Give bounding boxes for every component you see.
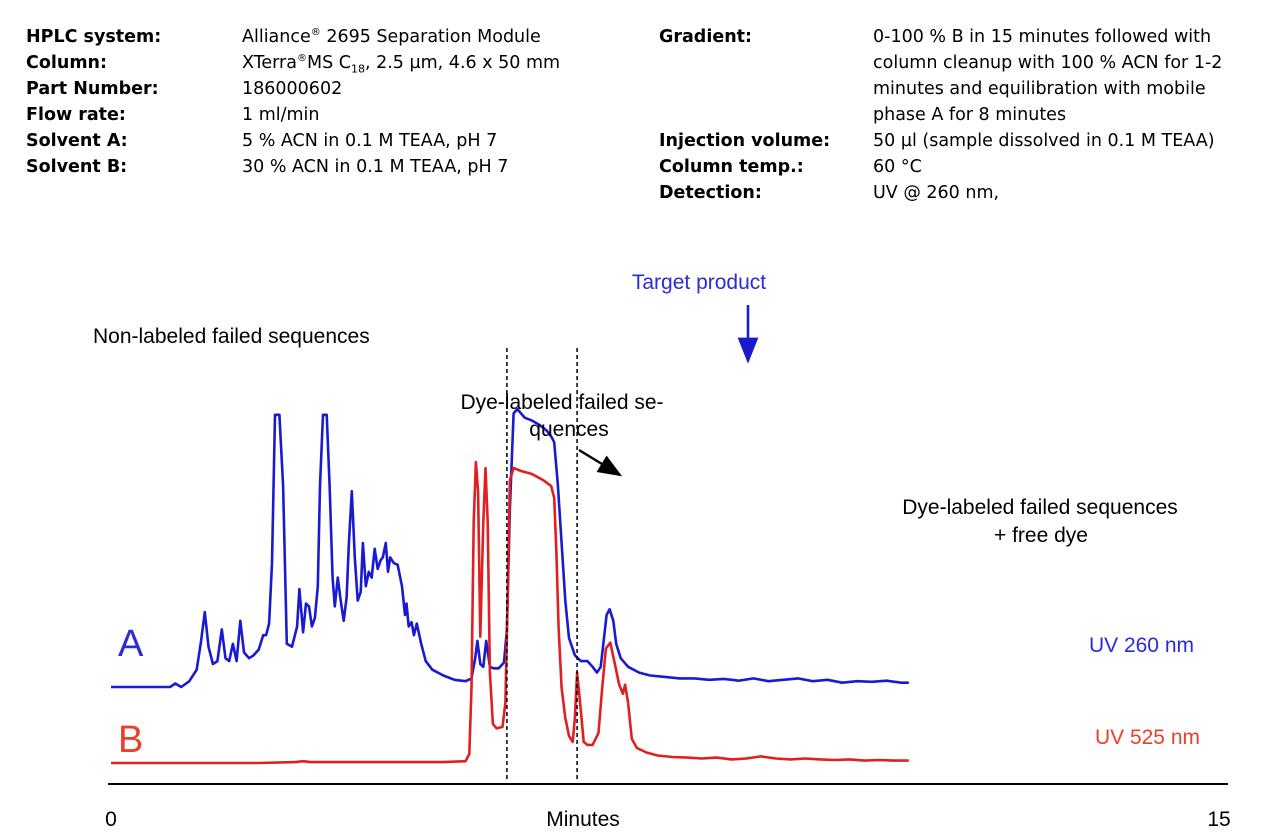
param-label: Flow rate: xyxy=(26,105,126,125)
series-label-uv-260: UV 260 nm xyxy=(1089,634,1194,657)
trace-label-b: B xyxy=(118,719,143,761)
param-value: 1 ml/min xyxy=(242,105,320,125)
method-parameters-left: HPLC system: Alliance® 2695 Separation M… xyxy=(26,24,626,180)
trace-label-a: A xyxy=(118,623,144,665)
param-label: Solvent B: xyxy=(26,157,128,177)
param-label: Column temp.: xyxy=(659,157,804,177)
param-label: Gradient: xyxy=(659,27,753,47)
annotation-dye-labeled-line2: quences xyxy=(529,418,608,441)
param-value: Alliance® 2695 Separation Module xyxy=(242,27,541,47)
param-row-part-number: Part Number: 186000602 xyxy=(26,76,626,102)
param-value: XTerra®MS C18, 2.5 µm, 4.6 x 50 mm xyxy=(242,53,561,76)
annotation-dye-labeled-line1: Dye-labeled failed se- xyxy=(460,391,663,414)
uv-525-trace xyxy=(111,460,909,765)
method-parameters-right: Gradient: 0-100 % B in 15 minutes follow… xyxy=(659,24,1269,206)
param-row-column: Column: XTerra®MS C18, 2.5 µm, 4.6 x 50 … xyxy=(26,50,626,76)
param-value: 5 % ACN in 0.1 M TEAA, pH 7 xyxy=(242,131,498,151)
x-tick-label-start: 0 xyxy=(105,808,117,831)
param-value: 0-100 % B in 15 minutes followed with co… xyxy=(873,27,1223,125)
param-value: 50 µl (sample dissolved in 0.1 M TEAA) xyxy=(873,131,1215,151)
param-row-injection-volume: Injection volume: 50 µl (sample dissolve… xyxy=(659,128,1269,154)
x-tick-label-end: 15 xyxy=(1207,808,1230,831)
param-row-gradient: Gradient: 0-100 % B in 15 minutes follow… xyxy=(659,24,1269,128)
series-label-uv-525: UV 525 nm xyxy=(1095,726,1200,749)
param-label: Solvent A: xyxy=(26,131,128,151)
annotation-dye-free-line2: + free dye xyxy=(994,524,1088,547)
annotation-dye-free-line1: Dye-labeled failed sequences xyxy=(902,496,1178,519)
param-row-solvent-a: Solvent A: 5 % ACN in 0.1 M TEAA, pH 7 xyxy=(26,128,626,154)
uv-260-trace xyxy=(111,407,909,689)
param-label: Part Number: xyxy=(26,79,159,99)
param-label: HPLC system: xyxy=(26,27,162,47)
annotation-target-product: Target product xyxy=(632,271,766,294)
param-value: 60 °C xyxy=(873,157,922,177)
param-row-hplc-system: HPLC system: Alliance® 2695 Separation M… xyxy=(26,24,626,50)
param-label: Column: xyxy=(26,53,108,73)
param-row-flow-rate: Flow rate: 1 ml/min xyxy=(26,102,626,128)
param-value: UV @ 260 nm, xyxy=(873,183,1000,203)
annotation-non-labeled: Non-labeled failed sequences xyxy=(93,325,370,348)
x-axis-label: Minutes xyxy=(546,808,620,831)
param-value: 186000602 xyxy=(242,79,343,99)
param-row-detection: Detection: UV @ 260 nm, xyxy=(659,180,1269,206)
param-value: 30 % ACN in 0.1 M TEAA, pH 7 xyxy=(242,157,509,177)
param-row-solvent-b: Solvent B: 30 % ACN in 0.1 M TEAA, pH 7 xyxy=(26,154,626,180)
param-row-column-temp: Column temp.: 60 °C xyxy=(659,154,1269,180)
param-label: Detection: xyxy=(659,183,762,203)
dye-labeled-arrow xyxy=(578,448,623,477)
param-label: Injection volume: xyxy=(659,131,831,151)
